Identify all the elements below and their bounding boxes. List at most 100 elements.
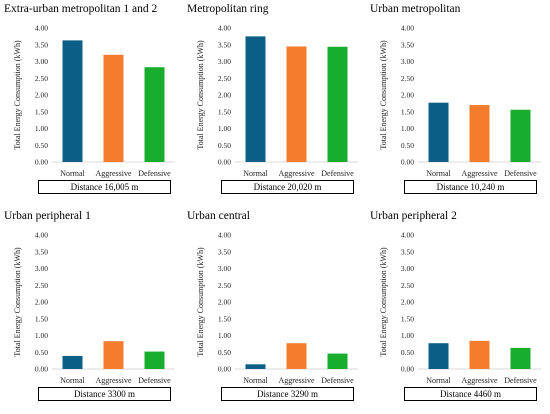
chart-panel: Extra-urban metropolitan 1 and 2 0.00 0.50… bbox=[0, 0, 183, 207]
y-axis-title: Total Energy Consumption (kWh) bbox=[196, 247, 205, 357]
chart-title: Urban metropolitan bbox=[370, 3, 461, 15]
chart-title: Urban peripheral 1 bbox=[4, 210, 91, 222]
y-tick-label: 0.50 bbox=[218, 141, 231, 150]
y-tick-label: 0.50 bbox=[218, 348, 231, 357]
y-tick-label: 1.00 bbox=[401, 124, 414, 133]
x-tick-label: Normal bbox=[243, 169, 268, 178]
y-tick-label: 4.00 bbox=[35, 231, 48, 240]
y-tick-label: 1.50 bbox=[35, 314, 48, 323]
y-tick-label: 2.50 bbox=[401, 281, 414, 290]
x-tick-label: Defensive bbox=[504, 376, 537, 385]
distance-label: Distance 3290 m bbox=[221, 387, 354, 401]
bar-chart: 0.00 0.50 1.00 1.50 2.00 2.50 3.00 3.50 4.00 Tota… bbox=[13, 24, 175, 178]
chart-panel: Urban peripheral 2 0.00 0.50 1.00 1.50 2.00 2.… bbox=[366, 207, 549, 414]
bar-aggressive bbox=[469, 105, 490, 162]
y-axis-title: Total Energy Consumption (kWh) bbox=[13, 247, 22, 357]
y-tick-label: 1.00 bbox=[35, 331, 48, 340]
chart-title: Urban peripheral 2 bbox=[370, 210, 457, 222]
y-tick-label: 1.50 bbox=[218, 107, 231, 116]
bar-aggressive bbox=[103, 341, 124, 369]
y-tick-label: 3.00 bbox=[35, 264, 48, 273]
y-tick-label: 3.50 bbox=[218, 40, 231, 49]
y-axis-title: Total Energy Consumption (kWh) bbox=[196, 40, 205, 150]
y-tick-label: 0.50 bbox=[35, 348, 48, 357]
bar-chart: 0.00 0.50 1.00 1.50 2.00 2.50 3.00 3.50 4.00 Tota… bbox=[13, 231, 175, 385]
y-axis-title: Total Energy Consumption (kWh) bbox=[13, 40, 22, 150]
y-tick-label: 0.50 bbox=[401, 141, 414, 150]
y-tick-label: 1.00 bbox=[401, 331, 414, 340]
y-tick-label: 3.00 bbox=[401, 57, 414, 66]
bar-defensive bbox=[327, 46, 348, 163]
bar-normal bbox=[62, 355, 83, 369]
y-tick-label: 4.00 bbox=[401, 24, 414, 33]
x-tick-label: Defensive bbox=[321, 376, 354, 385]
y-tick-label: 2.00 bbox=[35, 91, 48, 100]
x-tick-label: Defensive bbox=[138, 376, 171, 385]
y-tick-label: 3.50 bbox=[35, 247, 48, 256]
y-tick-label: 4.00 bbox=[218, 231, 231, 240]
y-tick-label: 3.00 bbox=[35, 57, 48, 66]
y-tick-label: 1.50 bbox=[218, 314, 231, 323]
bar-normal bbox=[245, 36, 266, 162]
x-tick-label: Defensive bbox=[321, 169, 354, 178]
bar-aggressive bbox=[469, 340, 490, 369]
chart-panel: Urban peripheral 1 0.00 0.50 1.00 1.50 2.00 2.… bbox=[0, 207, 183, 414]
y-tick-label: 0.00 bbox=[401, 158, 414, 167]
chart-panel: Metropolitan ring 0.00 0.50 1.00 1.50 2.00 2.5… bbox=[183, 0, 366, 207]
x-tick-label: Normal bbox=[60, 169, 85, 178]
y-tick-label: 2.50 bbox=[218, 281, 231, 290]
y-tick-label: 1.50 bbox=[35, 107, 48, 116]
y-tick-label: 2.50 bbox=[35, 281, 48, 290]
bar-chart: 0.00 0.50 1.00 1.50 2.00 2.50 3.00 3.50 4.00 Tota… bbox=[379, 24, 541, 178]
bar-defensive bbox=[510, 109, 531, 162]
bar-normal bbox=[428, 343, 449, 369]
x-tick-label: Normal bbox=[243, 376, 268, 385]
y-tick-label: 3.00 bbox=[401, 264, 414, 273]
y-tick-label: 3.00 bbox=[218, 264, 231, 273]
chart-title: Urban central bbox=[187, 210, 250, 222]
y-tick-label: 1.00 bbox=[218, 331, 231, 340]
y-tick-label: 4.00 bbox=[401, 231, 414, 240]
y-tick-label: 3.50 bbox=[401, 247, 414, 256]
x-tick-label: Normal bbox=[426, 376, 451, 385]
chart-title: Extra-urban metropolitan 1 and 2 bbox=[4, 3, 158, 15]
y-tick-label: 2.50 bbox=[401, 74, 414, 83]
y-tick-label: 2.00 bbox=[401, 298, 414, 307]
bar-defensive bbox=[144, 351, 165, 369]
y-tick-label: 4.00 bbox=[35, 24, 48, 33]
bar-defensive bbox=[144, 67, 165, 162]
x-tick-label: Aggressive bbox=[279, 376, 315, 385]
bar-aggressive bbox=[103, 54, 124, 162]
y-tick-label: 3.00 bbox=[218, 57, 231, 66]
chart-panel: Urban metropolitan 0.00 0.50 1.00 1.50 2.00 2.… bbox=[366, 0, 549, 207]
y-tick-label: 3.50 bbox=[218, 247, 231, 256]
y-tick-label: 0.00 bbox=[401, 365, 414, 374]
x-tick-label: Normal bbox=[60, 376, 85, 385]
y-tick-label: 3.50 bbox=[35, 40, 48, 49]
bar-defensive bbox=[510, 347, 531, 369]
y-axis-title: Total Energy Consumption (kWh) bbox=[379, 247, 388, 357]
x-tick-label: Aggressive bbox=[279, 169, 315, 178]
y-tick-label: 0.00 bbox=[35, 365, 48, 374]
bar-chart: 0.00 0.50 1.00 1.50 2.00 2.50 3.00 3.50 4.00 Tota… bbox=[196, 24, 358, 178]
y-tick-label: 1.50 bbox=[401, 314, 414, 323]
distance-label: Distance 20,020 m bbox=[221, 180, 354, 194]
chart-title: Metropolitan ring bbox=[187, 3, 269, 15]
y-tick-label: 2.50 bbox=[218, 74, 231, 83]
y-tick-label: 3.50 bbox=[401, 40, 414, 49]
y-axis-title: Total Energy Consumption (kWh) bbox=[379, 40, 388, 150]
y-tick-label: 4.00 bbox=[218, 24, 231, 33]
bar-aggressive bbox=[286, 343, 307, 369]
distance-label: Distance 4460 m bbox=[404, 387, 537, 401]
bar-normal bbox=[428, 102, 449, 162]
x-tick-label: Aggressive bbox=[462, 376, 498, 385]
bar-chart: 0.00 0.50 1.00 1.50 2.00 2.50 3.00 3.50 4.00 Tota… bbox=[196, 231, 358, 385]
y-tick-label: 2.50 bbox=[35, 74, 48, 83]
y-tick-label: 0.00 bbox=[218, 158, 231, 167]
y-tick-label: 1.00 bbox=[218, 124, 231, 133]
x-tick-label: Aggressive bbox=[462, 169, 498, 178]
bar-aggressive bbox=[286, 46, 307, 162]
y-tick-label: 0.50 bbox=[35, 141, 48, 150]
y-tick-label: 1.00 bbox=[35, 124, 48, 133]
